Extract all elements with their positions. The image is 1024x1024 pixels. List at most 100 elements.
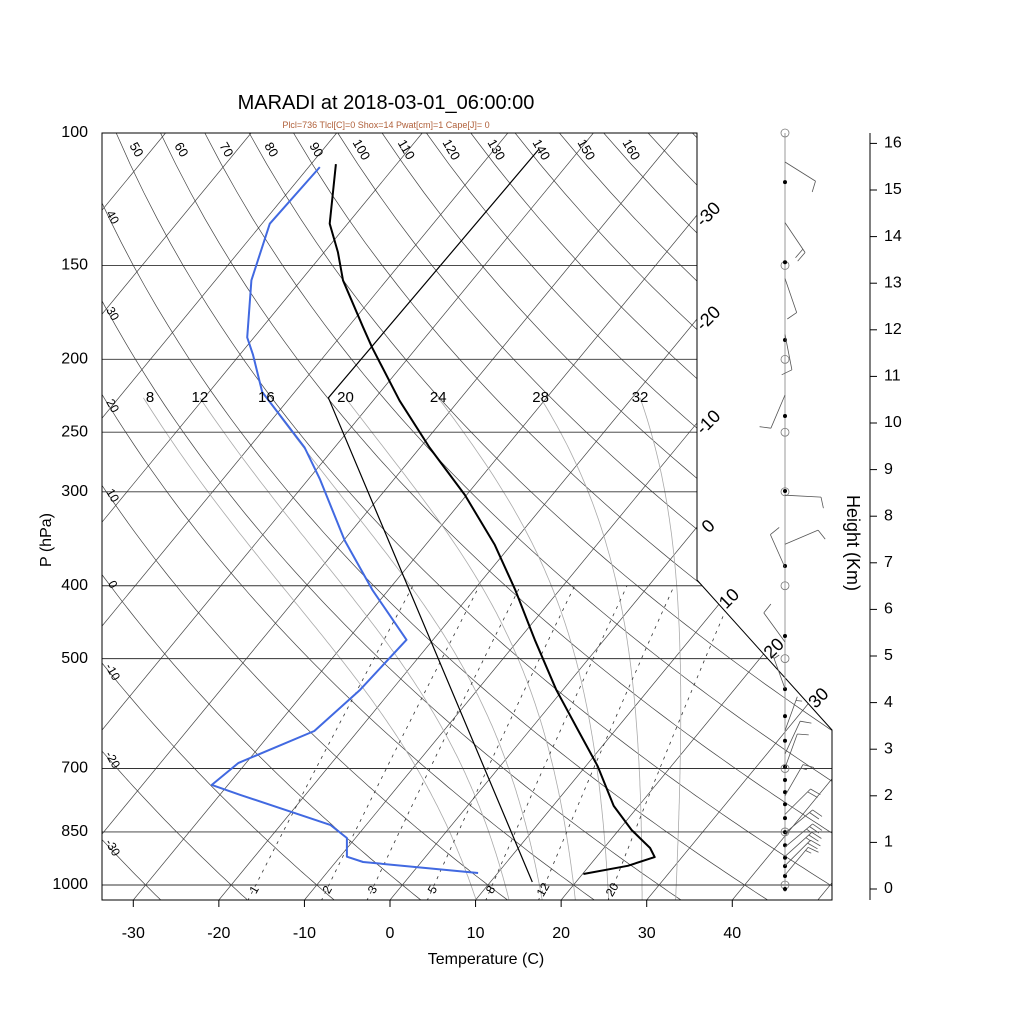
wind-level-dot <box>783 687 787 692</box>
wind-barb <box>784 529 826 545</box>
pressure-tick-label: 150 <box>61 257 88 274</box>
dry-adiabat-line <box>381 133 832 900</box>
diagram-grid <box>102 133 832 900</box>
height-tick-label: 13 <box>884 274 902 291</box>
x-axis-label: Temperature (C) <box>428 951 544 968</box>
moist-adiabat-line <box>540 397 643 900</box>
isotherm-line <box>732 133 832 900</box>
pressure-tick-label: 300 <box>61 483 88 500</box>
isotherm-line <box>560 133 832 900</box>
moist-adiabat-line <box>143 397 478 900</box>
isotherm-line <box>133 133 765 900</box>
wind-level-dot <box>783 816 787 821</box>
wind-barb <box>784 733 809 768</box>
moist-adiabat-label: 32 <box>632 389 649 406</box>
height-tick-label: 9 <box>884 461 893 478</box>
moist-adiabat-line <box>345 397 577 900</box>
isotherm-line <box>102 133 423 900</box>
wind-level-dot <box>783 830 787 835</box>
dry-adiabat-label: 90 <box>306 139 326 159</box>
pressure-level-circle <box>780 581 790 591</box>
moist-adiabat-label: 16 <box>258 389 275 406</box>
dry-adiabat-line <box>102 133 340 900</box>
moist-adiabat-label: 8 <box>146 389 154 406</box>
pressure-level-circle <box>780 354 790 364</box>
wind-level-dot <box>783 802 787 807</box>
wind-column <box>759 128 826 892</box>
dry-adiabat-line <box>337 133 832 900</box>
isotherm-line <box>102 133 594 900</box>
isotherm-line <box>102 133 680 900</box>
wind-barb <box>784 696 803 731</box>
wind-barb <box>759 394 786 429</box>
pressure-tick-label: 200 <box>61 351 88 368</box>
dry-adiabat-label: 110 <box>395 137 418 162</box>
mixing-ratio-line <box>366 585 521 900</box>
profiles <box>210 148 656 883</box>
pressure-tick-label: 1000 <box>52 876 88 893</box>
height-tick-label: 5 <box>884 647 893 664</box>
height-tick-label: 11 <box>884 368 901 385</box>
height-tick-label: 8 <box>884 507 893 524</box>
x-tick-label: -10 <box>293 925 316 942</box>
wind-level-dot <box>783 260 787 265</box>
dry-adiabat-line <box>115 133 832 900</box>
mixing-ratio-line <box>320 585 480 900</box>
mixing-ratio-label: 20 <box>603 880 622 899</box>
wind-barb <box>784 161 816 193</box>
dewpoint-line <box>210 166 479 874</box>
plot-frame <box>101 132 833 901</box>
wind-barb <box>784 720 812 755</box>
isotherm-label: 10 <box>715 584 743 612</box>
dry-adiabat-line <box>559 133 832 900</box>
moist-adiabat-label: 12 <box>191 389 208 406</box>
wind-barb <box>784 847 819 876</box>
wind-barb <box>784 222 806 262</box>
wind-barb <box>784 831 822 857</box>
temperature-line <box>328 163 656 875</box>
pressure-level-circle <box>780 487 790 497</box>
pressure-tick-label: 700 <box>61 760 88 777</box>
x-tick-label: 30 <box>638 925 656 942</box>
dry-adiabat-label: 100 <box>350 136 374 162</box>
dry-adiabat-line <box>426 133 832 900</box>
moist-adiabat-label: 28 <box>532 389 549 406</box>
wind-barb <box>763 603 786 643</box>
height-tick-label: 3 <box>884 740 893 757</box>
height-tick-label: 4 <box>884 694 893 711</box>
dry-adiabat-line <box>102 133 253 900</box>
mixing-ratio-line <box>247 585 414 900</box>
y-axis-label: P (hPa) <box>38 513 55 567</box>
dry-adiabat-line <box>293 133 832 900</box>
dry-adiabat-label: -20 <box>102 749 123 771</box>
isotherm-label: 0 <box>698 515 719 536</box>
dry-adiabat-line <box>102 133 514 900</box>
isotherm-line <box>646 133 832 900</box>
wind-barb <box>784 764 815 796</box>
wind-barb <box>784 494 824 509</box>
dry-adiabat-label: 50 <box>126 139 146 159</box>
isotherm-line <box>218 133 832 900</box>
isotherm-line <box>102 133 166 900</box>
isotherm-line <box>102 133 509 900</box>
dry-adiabat-label: 30 <box>103 304 122 323</box>
wind-level-dot <box>783 180 787 185</box>
height-tick-label: 12 <box>884 321 902 338</box>
dry-adiabat-line <box>780 133 832 900</box>
dry-adiabat-line <box>603 133 832 900</box>
pressure-tick-label: 250 <box>61 423 88 440</box>
x-tick-label: 0 <box>386 925 395 942</box>
wind-level-dot <box>783 738 787 743</box>
x-tick-label: 10 <box>467 925 485 942</box>
wind-barb <box>781 334 793 376</box>
dry-adiabat-label: 160 <box>620 136 644 162</box>
wind-barb <box>784 788 821 815</box>
height-tick-label: 1 <box>884 834 893 851</box>
moist-adiabat-line <box>639 397 682 900</box>
wind-level-dot <box>783 887 787 891</box>
pressure-level-circle <box>780 827 790 837</box>
dry-adiabat-line <box>102 133 688 900</box>
dry-adiabat-label: 60 <box>171 139 191 159</box>
dry-adiabat-label: 10 <box>103 486 122 505</box>
